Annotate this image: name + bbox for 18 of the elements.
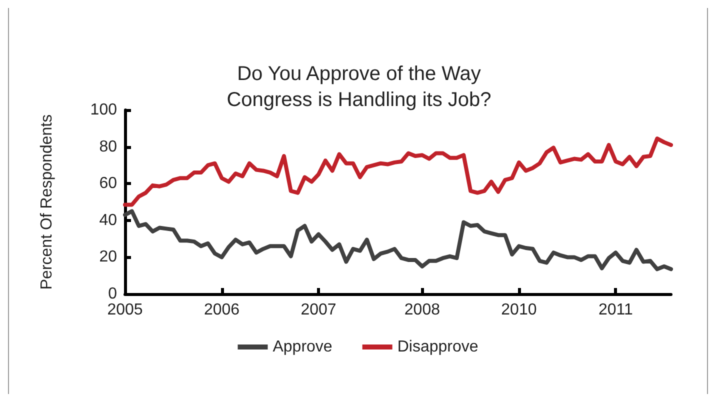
legend-label: Disapprove xyxy=(397,338,478,356)
y-tick-label: 40 xyxy=(99,212,118,229)
x-tick-label: 2010 xyxy=(501,302,537,318)
line-series xyxy=(123,209,673,272)
x-tick-label: 2011 xyxy=(598,302,634,318)
line-series xyxy=(123,136,673,207)
y-axis-title: Percent Of Respondents xyxy=(38,114,56,290)
x-tick-label: 2005 xyxy=(107,302,143,318)
y-tick-label: 100 xyxy=(90,102,118,118)
x-tick-label: 2006 xyxy=(204,302,240,318)
y-tick-label: 0 xyxy=(108,286,118,302)
y-tick-label: 80 xyxy=(99,138,118,156)
y-tick-label: 60 xyxy=(99,175,118,192)
x-tick-label: 2008 xyxy=(404,302,440,318)
chart-title: Do You Approve of the Way Congress is Handling its Job? xyxy=(226,63,492,111)
y-tick-label: 20 xyxy=(99,248,118,266)
x-tick-label: 2007 xyxy=(300,302,336,318)
legend-label: Approve xyxy=(272,338,332,356)
